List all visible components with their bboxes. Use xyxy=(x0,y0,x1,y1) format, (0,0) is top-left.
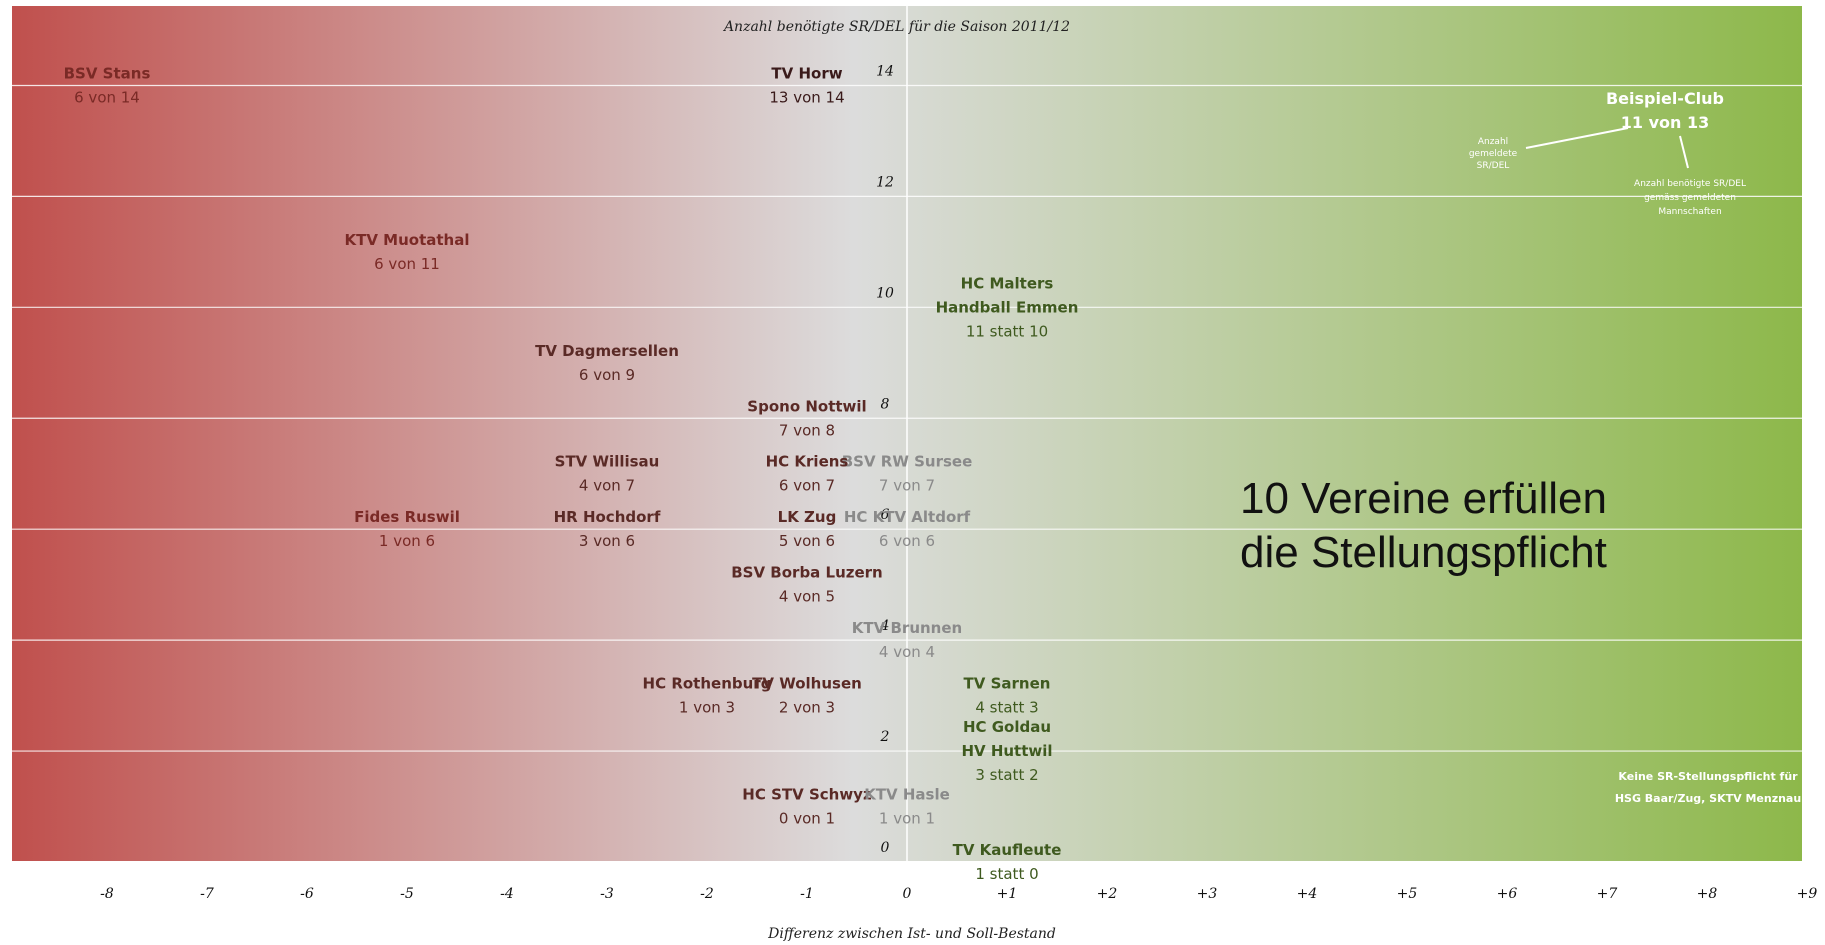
legend-note-right: Anzahl benötigte SR/DEL gemäss gemeldeten… xyxy=(1634,179,1746,217)
club-label: Fides Ruswil 1 von 6 xyxy=(354,508,460,550)
y-tick-label: 4 xyxy=(880,618,890,634)
legend-example-value: 11 von 13 xyxy=(1621,113,1709,132)
club-label: HR Hochdorf 3 von 6 xyxy=(554,508,661,550)
x-tick-label: -3 xyxy=(600,886,614,902)
y-tick-labels: 0 2 4 6 8 10 12 14 xyxy=(876,63,894,856)
y-tick-label: 2 xyxy=(880,729,890,745)
club-label: BSV RW Sursee 7 von 7 xyxy=(842,453,973,495)
club-label: TV Wolhusen 2 von 3 xyxy=(752,675,862,717)
x-tick-label: +6 xyxy=(1497,886,1518,902)
club-label: KTV Hasle 1 von 1 xyxy=(864,786,950,828)
x-tick-label: -7 xyxy=(200,886,214,902)
callout-text: 10 Vereine erfüllen die Stellungspflicht xyxy=(1240,472,1760,580)
x-axis-title: Differenz zwischen Ist- und Soll-Bestand xyxy=(767,926,1056,942)
club-label: TV Dagmersellen 6 von 9 xyxy=(535,342,679,384)
x-tick-label: -1 xyxy=(800,886,814,902)
y-tick-label: 12 xyxy=(876,174,894,190)
club-label: HC KTV Altdorf 6 von 6 xyxy=(844,508,971,550)
y-tick-label: 6 xyxy=(881,507,890,523)
x-tick-label: +3 xyxy=(1197,886,1218,902)
club-label: HC Malters Handball Emmen 11 statt 10 xyxy=(936,274,1079,340)
chart-title: Anzahl benötigte SR/DEL für die Saison 2… xyxy=(722,19,1070,35)
x-tick-label: +7 xyxy=(1597,886,1618,902)
legend-arrow-right xyxy=(1679,135,1689,169)
x-tick-label: +1 xyxy=(997,886,1018,902)
x-tick-label: 0 xyxy=(903,886,912,902)
club-label: HC Goldau HV Huttwil 3 statt 2 xyxy=(961,718,1052,784)
x-tick-label: -5 xyxy=(400,886,414,902)
x-tick-label: -4 xyxy=(500,886,514,902)
legend-example: Beispiel-Club 11 von 13 Anzahl gemeldete S… xyxy=(1469,89,1746,217)
legend-example-title: Beispiel-Club xyxy=(1606,89,1724,108)
club-label: BSV Stans 6 von 14 xyxy=(64,64,151,106)
y-tick-label: 14 xyxy=(876,63,894,79)
club-label: TV Horw 13 von 14 xyxy=(769,64,844,106)
club-label: KTV Brunnen 4 von 4 xyxy=(852,619,962,661)
club-label: TV Kaufleute 1 statt 0 xyxy=(953,841,1062,883)
x-tick-label: -6 xyxy=(300,886,314,902)
note-no-obligation: Keine SR-Stellungspflicht für HSG Baar/Zu… xyxy=(1615,770,1801,805)
y-tick-label: 8 xyxy=(881,396,890,412)
x-tick-label: -8 xyxy=(100,886,114,902)
club-label: KTV Muotathal 6 von 11 xyxy=(344,231,469,273)
club-label: BSV Borba Luzern 4 von 5 xyxy=(731,564,883,606)
legend-note-left: Anzahl gemeldete SR/DEL xyxy=(1469,137,1518,171)
legend-arrow-left xyxy=(1525,127,1629,149)
y-tick-label: 0 xyxy=(881,840,890,856)
club-label: HC Kriens 6 von 7 xyxy=(766,453,849,495)
club-label: Spono Nottwil 7 von 8 xyxy=(747,397,866,439)
x-tick-label: +8 xyxy=(1697,886,1718,902)
x-tick-label: +4 xyxy=(1297,886,1318,902)
club-label: STV Willisau 4 von 7 xyxy=(555,453,660,495)
x-tick-labels: -8 -7 -6 -5 -4 -3 -2 -1 0 +1 +2 +3 +4 +5 +6 +7 +8 +9 xyxy=(100,886,1817,902)
y-tick-label: 10 xyxy=(876,285,894,301)
x-tick-label: +9 xyxy=(1797,886,1818,902)
club-labels: BSV Stans 6 von 14 TV Horw 13 von 14 KTV Muo… xyxy=(64,64,1079,883)
club-label: HC STV Schwyz 0 von 1 xyxy=(742,786,872,828)
x-tick-label: +5 xyxy=(1397,886,1418,902)
x-tick-label: -2 xyxy=(700,886,714,902)
club-label: TV Sarnen 4 statt 3 xyxy=(964,675,1051,717)
callout-line-2: die Stellungspflicht xyxy=(1240,528,1607,577)
callout-line-1: 10 Vereine erfüllen xyxy=(1240,474,1607,523)
club-label: HC Rothenburg 1 von 3 xyxy=(643,675,772,717)
x-tick-label: +2 xyxy=(1097,886,1118,902)
club-label: LK Zug 5 von 6 xyxy=(778,508,837,550)
